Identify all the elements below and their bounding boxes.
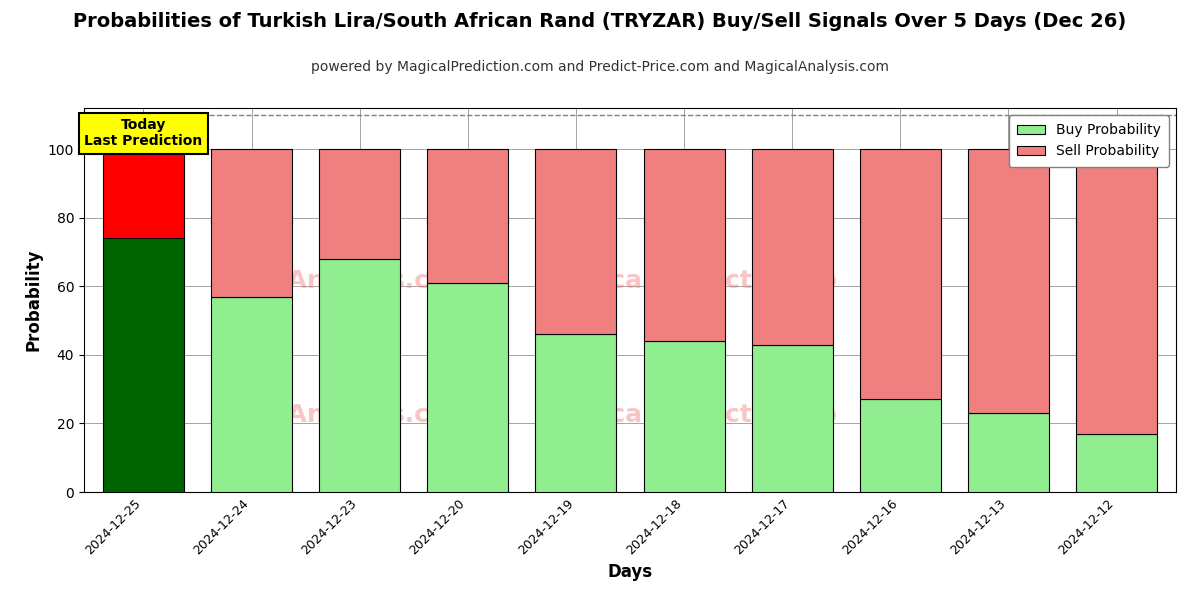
Text: powered by MagicalPrediction.com and Predict-Price.com and MagicalAnalysis.com: powered by MagicalPrediction.com and Pre… xyxy=(311,60,889,74)
Bar xyxy=(968,149,1049,413)
Bar xyxy=(968,413,1049,492)
Text: calAnalysis.co: calAnalysis.co xyxy=(248,403,448,427)
Bar xyxy=(751,149,833,344)
Bar xyxy=(751,344,833,492)
X-axis label: Days: Days xyxy=(607,563,653,581)
Bar xyxy=(859,149,941,400)
Bar xyxy=(211,149,292,296)
Text: MagicalPrediction.co: MagicalPrediction.co xyxy=(542,269,838,293)
Bar xyxy=(535,334,617,492)
Text: MagicalPrediction.co: MagicalPrediction.co xyxy=(542,403,838,427)
Bar xyxy=(319,149,401,259)
Y-axis label: Probability: Probability xyxy=(24,249,42,351)
Bar xyxy=(535,149,617,334)
Bar xyxy=(1076,434,1157,492)
Bar xyxy=(211,296,292,492)
Text: Today
Last Prediction: Today Last Prediction xyxy=(84,118,203,148)
Bar xyxy=(859,400,941,492)
Bar xyxy=(103,238,184,492)
Bar xyxy=(427,283,509,492)
Text: calAnalysis.co: calAnalysis.co xyxy=(248,269,448,293)
Bar xyxy=(643,341,725,492)
Bar xyxy=(643,149,725,341)
Bar xyxy=(1076,149,1157,434)
Bar xyxy=(319,259,401,492)
Bar xyxy=(427,149,509,283)
Text: Probabilities of Turkish Lira/South African Rand (TRYZAR) Buy/Sell Signals Over : Probabilities of Turkish Lira/South Afri… xyxy=(73,12,1127,31)
Bar xyxy=(103,149,184,238)
Legend: Buy Probability, Sell Probability: Buy Probability, Sell Probability xyxy=(1009,115,1169,167)
